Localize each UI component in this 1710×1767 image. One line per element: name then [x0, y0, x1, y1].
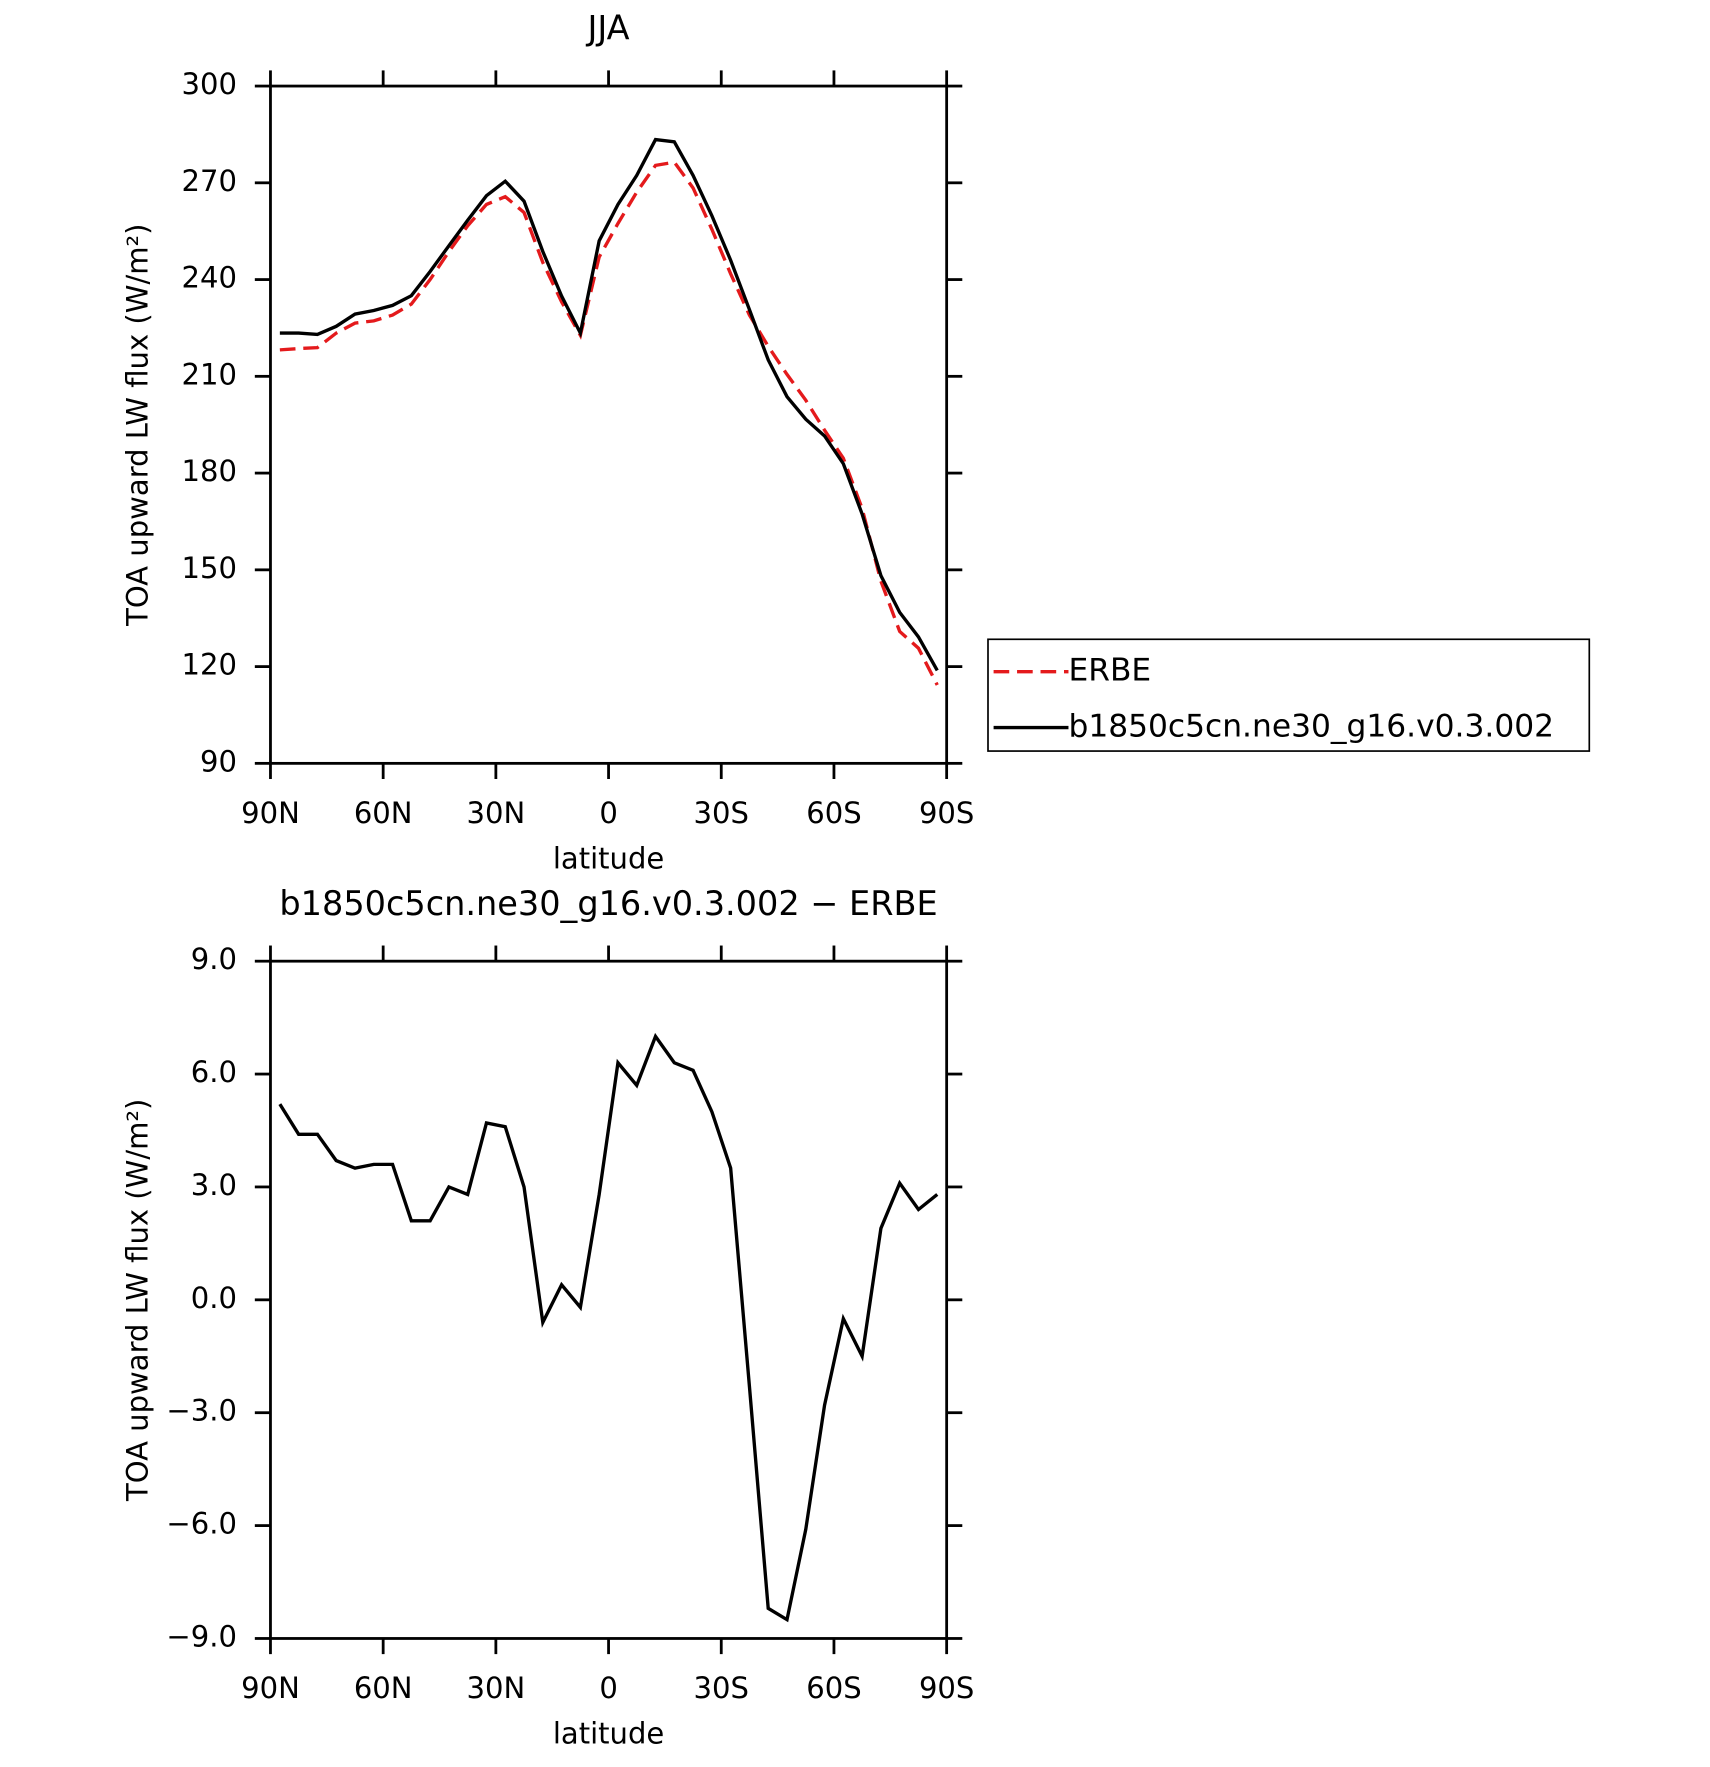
- data-line: [279, 160, 939, 686]
- y-tick-label: 120: [181, 648, 236, 682]
- x-tick-label: 30S: [694, 796, 749, 830]
- y-tick-label: 270: [181, 164, 236, 198]
- x-tick-label: 30N: [467, 796, 526, 830]
- y-tick-label: 240: [181, 261, 236, 295]
- x-tick-label: 0: [599, 796, 617, 830]
- plot-frame: [269, 959, 949, 1640]
- y-tick-label: 180: [181, 454, 236, 488]
- y-tick-label: −6.0: [166, 1507, 237, 1541]
- x-tick-label: 90N: [241, 796, 300, 830]
- x-tick-label: 30N: [467, 1671, 526, 1705]
- y-axis-label: TOA upward LW flux (W/m²): [121, 1099, 155, 1502]
- chart-title: JJA: [586, 9, 630, 48]
- data-line: [278, 1032, 939, 1623]
- x-tick-label: 30S: [694, 1671, 749, 1705]
- x-tick-label: 90S: [919, 1671, 974, 1705]
- x-tick-label: 90S: [919, 796, 974, 830]
- x-tick-label: 60S: [806, 1671, 861, 1705]
- y-tick-label: 9.0: [191, 942, 237, 976]
- x-tick-label: 60S: [806, 796, 861, 830]
- x-axis-label: latitude: [553, 842, 664, 876]
- chart-title: b1850c5cn.ne30_g16.v0.3.002 − ERBE: [279, 884, 937, 923]
- legend-label: ERBE: [1068, 653, 1151, 689]
- legend-box: [987, 638, 1591, 752]
- x-tick-label: 0: [599, 1671, 617, 1705]
- data-line: [279, 137, 939, 672]
- y-tick-label: 90: [200, 744, 237, 778]
- y-tick-label: 6.0: [191, 1055, 237, 1089]
- y-tick-label: −3.0: [166, 1394, 237, 1428]
- x-tick-label: 60N: [354, 796, 413, 830]
- y-tick-label: 300: [181, 67, 236, 101]
- y-axis-label: TOA upward LW flux (W/m²): [121, 223, 155, 626]
- x-tick-label: 60N: [354, 1671, 413, 1705]
- y-tick-label: 0.0: [191, 1281, 237, 1315]
- plot-frame: [269, 84, 949, 765]
- legend-label: b1850c5cn.ne30_g16.v0.3.002: [1068, 709, 1554, 745]
- y-tick-label: 3.0: [191, 1168, 237, 1202]
- y-tick-label: −9.0: [166, 1619, 237, 1653]
- y-tick-label: 210: [181, 357, 236, 391]
- x-axis-label: latitude: [553, 1717, 664, 1751]
- x-tick-label: 90N: [241, 1671, 300, 1705]
- y-tick-label: 150: [181, 551, 236, 585]
